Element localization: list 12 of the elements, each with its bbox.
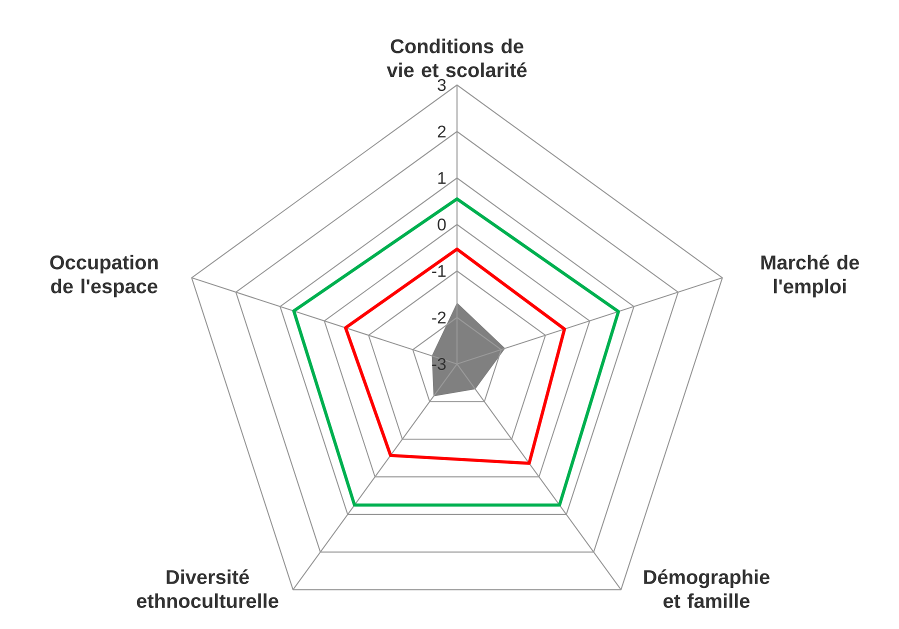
y-tick-label: 3 bbox=[438, 79, 446, 91]
spoke-label: Démographie et famille bbox=[644, 569, 770, 608]
spoke-label: Diversité ethnoculturelle bbox=[136, 569, 278, 608]
spoke-label: Conditions de vie et scolarité bbox=[386, 38, 527, 78]
y-tick-label: -3 bbox=[432, 358, 446, 370]
y-tick-label: -1 bbox=[432, 265, 446, 277]
y-tick-label: 1 bbox=[438, 172, 446, 184]
y-tick-label: 0 bbox=[438, 218, 446, 230]
spoke-label: Occupation de l'espace bbox=[50, 254, 158, 298]
spoke-label: Marché de l'emploi bbox=[761, 254, 860, 298]
y-tick-label: -2 bbox=[432, 312, 446, 324]
y-tick-label: 2 bbox=[438, 126, 446, 138]
